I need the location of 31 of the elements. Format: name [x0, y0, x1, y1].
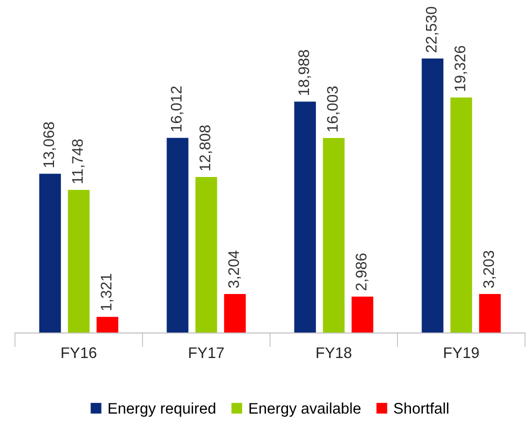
data-label: 1,321 [100, 274, 114, 310]
data-label: 3,204 [228, 250, 241, 288]
data-label: 3,203 [483, 250, 496, 288]
data-label: 2,986 [356, 254, 368, 290]
x-tick-label: FY16 [62, 347, 96, 358]
data-label: 12,808 [200, 125, 212, 170]
data-label: 22,530 [426, 6, 438, 52]
bar [39, 174, 61, 333]
bar [352, 296, 374, 333]
legend-label: Energy available [250, 402, 361, 417]
x-tick-label: FY19 [444, 347, 479, 358]
bar [450, 98, 472, 333]
legend-label: Energy required [108, 402, 216, 417]
bar [294, 102, 316, 333]
data-label: 13,068 [43, 122, 56, 168]
x-tick-label: FY18 [316, 347, 352, 358]
data-label: 16,012 [170, 86, 184, 132]
bar [479, 294, 501, 333]
bar [68, 190, 90, 333]
bar [96, 316, 118, 333]
bar [422, 58, 444, 333]
data-label: 18,988 [298, 50, 311, 95]
data-label: 19,326 [454, 46, 468, 91]
legend-label: Shortfall [394, 402, 448, 414]
bar [166, 138, 188, 333]
bar [224, 294, 246, 333]
x-tick-label: FY17 [189, 347, 224, 358]
data-label: 11,748 [72, 139, 85, 184]
bar [195, 176, 218, 333]
bar [322, 138, 345, 333]
data-label: 16,003 [327, 86, 340, 132]
